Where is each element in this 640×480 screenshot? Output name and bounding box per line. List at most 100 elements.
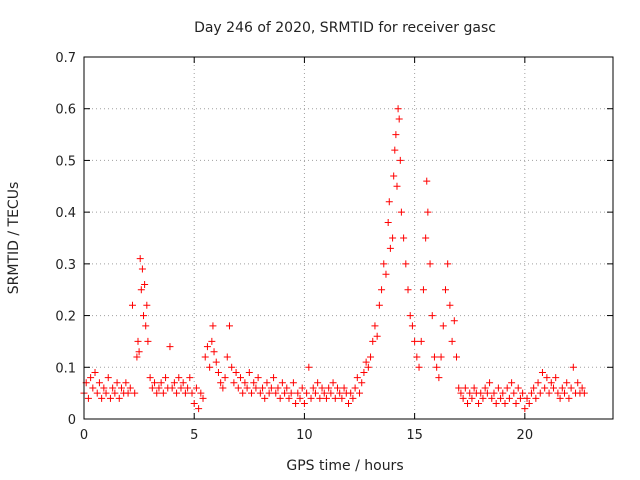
data-point	[102, 389, 110, 397]
data-point	[138, 265, 146, 273]
data-point	[358, 379, 366, 387]
data-point	[331, 394, 339, 402]
data-point	[490, 389, 498, 397]
data-point	[521, 405, 529, 413]
data-point	[316, 394, 324, 402]
data-point	[259, 384, 267, 392]
data-point	[345, 399, 352, 407]
data-point	[538, 368, 546, 376]
data-point	[168, 384, 176, 392]
data-point	[424, 208, 432, 216]
data-point	[206, 363, 214, 371]
data-point	[419, 286, 427, 294]
data-point	[140, 312, 148, 320]
data-point	[395, 115, 403, 123]
data-point	[322, 394, 330, 402]
data-point	[475, 399, 483, 407]
data-point	[195, 405, 203, 413]
data-point	[574, 379, 582, 387]
data-point	[157, 379, 165, 387]
data-point	[523, 394, 531, 402]
data-point	[179, 379, 187, 387]
data-point	[117, 384, 125, 392]
data-point	[219, 384, 227, 392]
data-point	[415, 363, 423, 371]
data-point	[214, 368, 222, 376]
data-point	[148, 384, 156, 392]
data-point	[153, 389, 161, 397]
data-point	[563, 379, 571, 387]
data-point	[225, 322, 233, 330]
data-point	[508, 379, 516, 387]
data-point	[433, 363, 441, 371]
data-point	[234, 384, 242, 392]
data-point	[430, 353, 438, 361]
data-points	[80, 105, 588, 413]
data-point	[408, 322, 416, 330]
data-point	[396, 156, 404, 164]
data-point	[217, 379, 225, 387]
tick-labels: 0 5 10 15 20 0 0.1 0.2 0.3 0.4 0.5 0.6 0.7	[55, 51, 533, 443]
data-point	[84, 394, 92, 402]
data-point	[536, 389, 544, 397]
data-point	[91, 368, 99, 376]
x-tick-label: 0	[80, 428, 88, 443]
data-point	[505, 394, 513, 402]
data-point	[468, 394, 476, 402]
data-point	[184, 384, 192, 392]
data-point	[175, 374, 183, 382]
data-point	[192, 384, 200, 392]
data-point	[423, 177, 431, 185]
data-point	[400, 234, 408, 242]
y-tick-label: 0.7	[55, 51, 76, 66]
data-point	[353, 374, 361, 382]
data-point	[98, 394, 106, 402]
data-point	[303, 389, 311, 397]
data-point	[527, 389, 535, 397]
data-point	[250, 379, 258, 387]
data-point	[369, 337, 377, 345]
data-point	[534, 379, 542, 387]
data-point	[578, 384, 586, 392]
data-point	[549, 384, 557, 392]
data-point	[188, 389, 196, 397]
data-point	[236, 374, 244, 382]
data-point	[417, 337, 425, 345]
data-point	[243, 384, 251, 392]
data-point	[329, 379, 337, 387]
data-point	[278, 379, 286, 387]
data-point	[128, 301, 136, 309]
data-point	[325, 384, 333, 392]
data-point	[338, 394, 346, 402]
data-point	[569, 363, 577, 371]
y-tick-label: 0.1	[55, 361, 76, 376]
data-point	[441, 286, 449, 294]
data-point	[131, 389, 139, 397]
data-point	[492, 399, 500, 407]
data-point	[186, 374, 194, 382]
data-point	[385, 198, 393, 206]
data-point	[411, 337, 419, 345]
data-point	[89, 384, 97, 392]
data-point	[87, 374, 95, 382]
data-point	[426, 260, 434, 268]
data-point	[143, 301, 151, 309]
data-point	[375, 301, 383, 309]
data-point	[512, 399, 520, 407]
data-point	[252, 384, 260, 392]
data-point	[497, 394, 505, 402]
data-point	[256, 389, 264, 397]
data-point	[274, 384, 282, 392]
data-point	[459, 394, 467, 402]
data-point	[393, 182, 401, 190]
data-point	[228, 363, 236, 371]
data-point	[327, 389, 335, 397]
data-point	[389, 234, 397, 242]
data-point	[386, 244, 394, 252]
data-point	[457, 389, 465, 397]
data-point	[142, 322, 150, 330]
data-point	[223, 353, 231, 361]
data-point	[111, 389, 119, 397]
data-point	[159, 389, 167, 397]
data-point	[95, 379, 103, 387]
